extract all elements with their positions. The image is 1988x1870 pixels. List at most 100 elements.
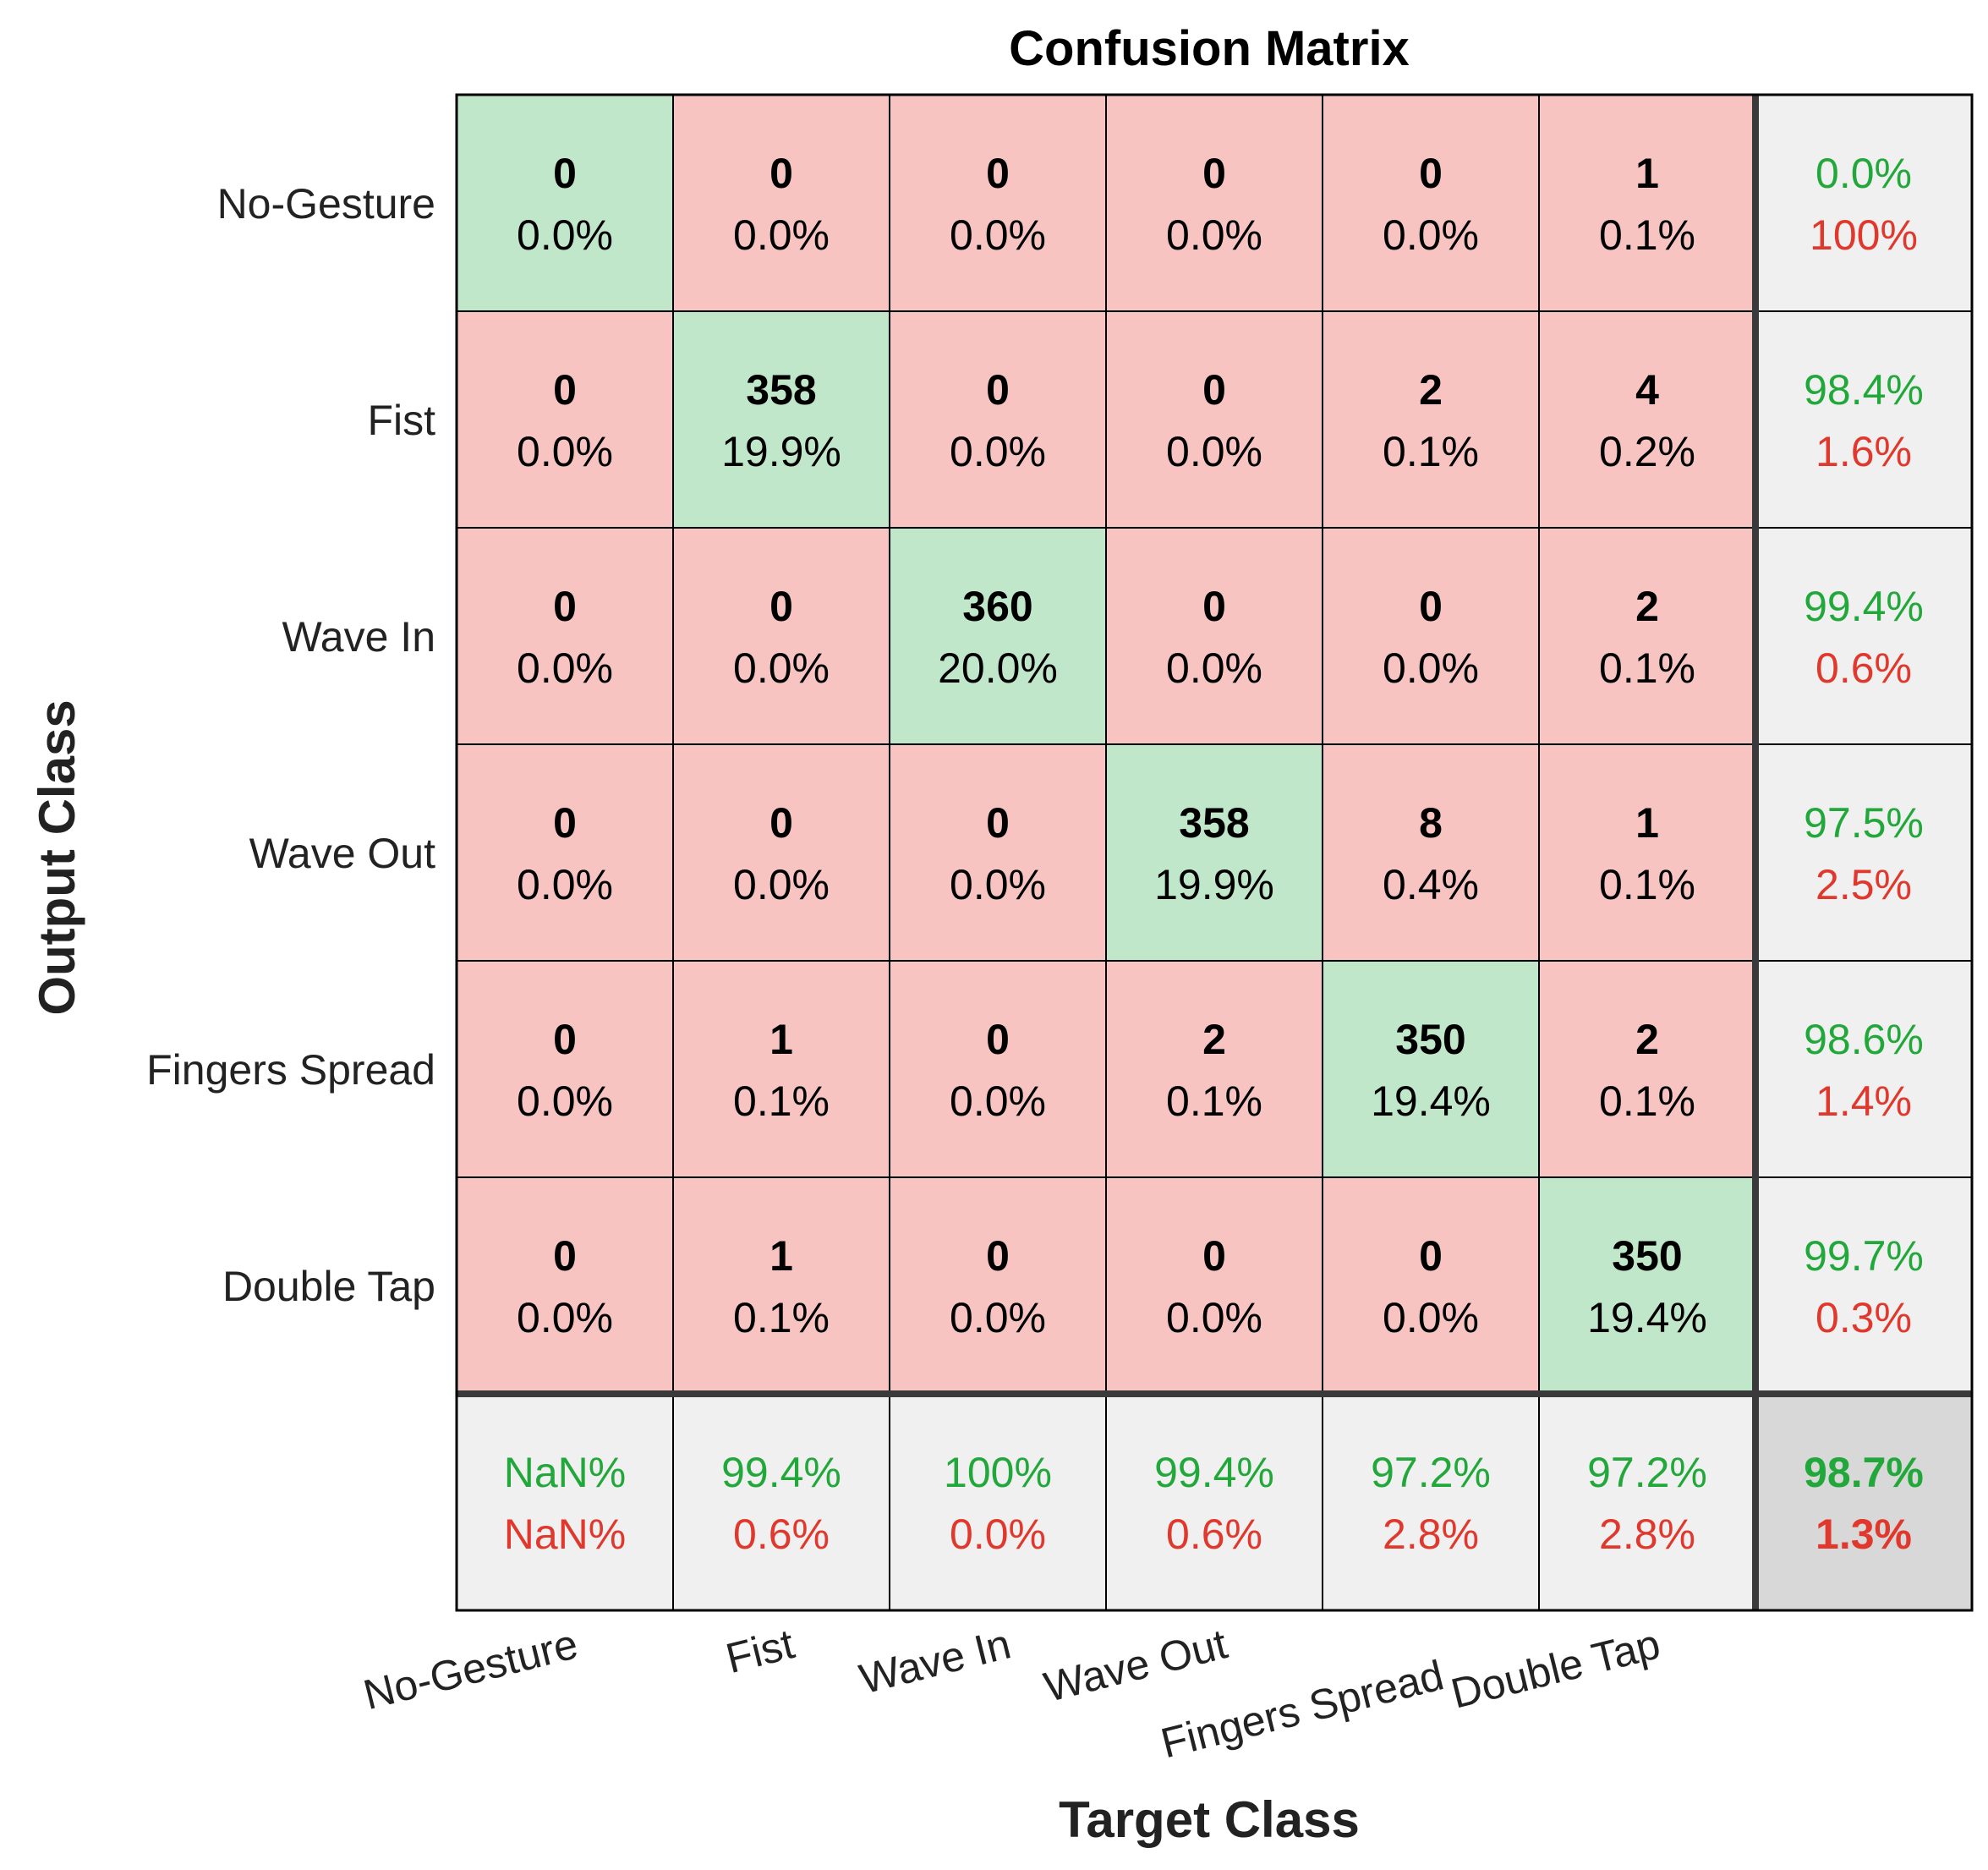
cell-count: 2 bbox=[1419, 366, 1443, 414]
cell-percent: 0.0% bbox=[950, 1078, 1046, 1125]
cell-percent: 0.0% bbox=[950, 211, 1046, 259]
summary-correct: 98.6% bbox=[1804, 1016, 1924, 1063]
cell-count: 0 bbox=[553, 1232, 577, 1280]
cell-percent: 19.9% bbox=[1154, 861, 1274, 908]
matrix-cell bbox=[1105, 1176, 1323, 1395]
matrix-cell bbox=[1538, 527, 1756, 745]
summary-correct: 100% bbox=[944, 1449, 1052, 1496]
summary-correct: 98.4% bbox=[1804, 366, 1924, 414]
cell-percent: 0.1% bbox=[1599, 861, 1695, 908]
matrix-cell bbox=[1322, 94, 1540, 312]
cell-percent: 20.0% bbox=[938, 644, 1058, 692]
cell-count: 358 bbox=[1179, 799, 1249, 847]
cell-count: 8 bbox=[1419, 799, 1443, 847]
cell-percent: 0.0% bbox=[950, 1294, 1046, 1341]
summary-correct: 97.2% bbox=[1371, 1449, 1491, 1496]
row-summary-cell bbox=[1755, 527, 1973, 745]
cell-count: 0 bbox=[1202, 150, 1226, 197]
matrix-cell bbox=[889, 960, 1107, 1178]
row-label: Fingers Spread bbox=[146, 1046, 435, 1094]
summary-correct: 99.4% bbox=[1804, 583, 1924, 630]
row-summary-cell bbox=[1755, 960, 1973, 1178]
row-label: Double Tap bbox=[222, 1263, 435, 1310]
cell-percent: 19.9% bbox=[721, 428, 841, 475]
summary-incorrect: 1.4% bbox=[1815, 1078, 1912, 1125]
cell-count: 2 bbox=[1202, 1016, 1226, 1063]
matrix-cell bbox=[1322, 960, 1540, 1178]
cell-percent: 0.0% bbox=[517, 211, 613, 259]
cell-percent: 0.0% bbox=[733, 861, 830, 908]
summary-incorrect: 0.6% bbox=[733, 1511, 830, 1558]
row-summary-cell bbox=[1755, 743, 1973, 962]
summary-correct: 98.7% bbox=[1804, 1449, 1924, 1496]
row-label: Wave Out bbox=[249, 830, 436, 877]
matrix-cell bbox=[1322, 527, 1540, 745]
cell-count: 1 bbox=[769, 1232, 793, 1280]
cell-percent: 0.0% bbox=[950, 861, 1046, 908]
matrix-cell bbox=[889, 743, 1107, 962]
cell-percent: 0.0% bbox=[950, 428, 1046, 475]
matrix-cell bbox=[1322, 310, 1540, 529]
summary-incorrect: 100% bbox=[1810, 211, 1918, 259]
cell-percent: 0.1% bbox=[1599, 1078, 1695, 1125]
cell-count: 0 bbox=[1419, 583, 1443, 630]
matrix-cell bbox=[1538, 743, 1756, 962]
summary-incorrect: 2.8% bbox=[1383, 1511, 1479, 1558]
summary-incorrect: 0.6% bbox=[1166, 1511, 1262, 1558]
x-axis-label: Target Class bbox=[1059, 1791, 1360, 1848]
summary-incorrect: 0.0% bbox=[950, 1511, 1046, 1558]
cell-percent: 0.0% bbox=[1166, 211, 1262, 259]
matrix-cell bbox=[889, 310, 1107, 529]
column-summary-cell bbox=[1322, 1393, 1540, 1611]
cell-percent: 0.0% bbox=[733, 211, 830, 259]
matrix-cell bbox=[1538, 1176, 1756, 1395]
cell-count: 0 bbox=[986, 1016, 1010, 1063]
cell-count: 0 bbox=[1202, 583, 1226, 630]
summary-correct: 99.4% bbox=[1154, 1449, 1274, 1496]
cell-percent: 0.1% bbox=[1599, 644, 1695, 692]
overall-accuracy-cell bbox=[1755, 1393, 1973, 1611]
cell-count: 0 bbox=[1419, 150, 1443, 197]
cell-count: 1 bbox=[1635, 799, 1659, 847]
cell-percent: 0.1% bbox=[733, 1294, 830, 1341]
matrix-cell bbox=[1105, 527, 1323, 745]
column-label: No-Gesture bbox=[359, 1620, 582, 1719]
cell-percent: 0.0% bbox=[517, 644, 613, 692]
cell-count: 1 bbox=[1635, 150, 1659, 197]
cell-count: 0 bbox=[769, 150, 793, 197]
cell-count: 0 bbox=[769, 799, 793, 847]
row-summary-cell bbox=[1755, 1176, 1973, 1395]
matrix-cell bbox=[1538, 94, 1756, 312]
matrix-cell bbox=[1538, 960, 1756, 1178]
cell-count: 0 bbox=[553, 150, 577, 197]
row-label: No-Gesture bbox=[217, 180, 435, 228]
cell-count: 0 bbox=[986, 366, 1010, 414]
column-summary-cell bbox=[1538, 1393, 1756, 1611]
cell-percent: 0.0% bbox=[1383, 644, 1479, 692]
row-summary-cell bbox=[1755, 94, 1973, 312]
cell-count: 0 bbox=[1419, 1232, 1443, 1280]
cell-percent: 0.0% bbox=[1166, 1294, 1262, 1341]
summary-correct: 99.4% bbox=[721, 1449, 841, 1496]
cell-count: 0 bbox=[553, 799, 577, 847]
cell-count: 0 bbox=[1202, 366, 1226, 414]
cell-percent: 0.1% bbox=[1383, 428, 1479, 475]
matrix-cell bbox=[672, 743, 890, 962]
cell-percent: 0.1% bbox=[1599, 211, 1695, 259]
cell-count: 0 bbox=[986, 799, 1010, 847]
cell-count: 2 bbox=[1635, 1016, 1659, 1063]
summary-correct: 97.5% bbox=[1804, 799, 1924, 847]
cell-percent: 0.0% bbox=[517, 861, 613, 908]
matrix-cell bbox=[456, 527, 674, 745]
matrix-cell bbox=[1105, 743, 1323, 962]
cell-count: 0 bbox=[553, 1016, 577, 1063]
column-label: Fist bbox=[721, 1620, 799, 1682]
column-summary-cell bbox=[456, 1393, 674, 1611]
matrix-cell bbox=[456, 1176, 674, 1395]
cell-percent: 19.4% bbox=[1371, 1078, 1491, 1125]
matrix-cell bbox=[456, 743, 674, 962]
summary-incorrect: 1.3% bbox=[1815, 1511, 1912, 1558]
cell-count: 0 bbox=[553, 366, 577, 414]
